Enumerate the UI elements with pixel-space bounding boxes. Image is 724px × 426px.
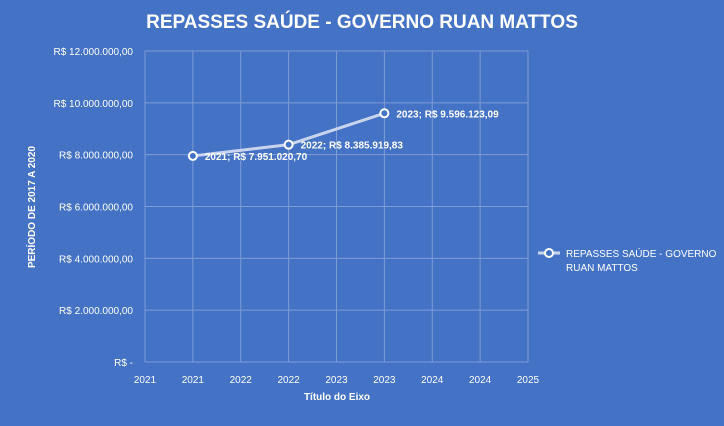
x-tick-label: 2024 — [469, 375, 492, 386]
legend-label-line-2: RUAN MATTOS — [566, 263, 638, 274]
x-axis: 2021 2021 2022 2022 2023 2023 2024 2024 2025 — [134, 375, 540, 386]
data-label: 2023; R$ 9.596.123,09 — [396, 109, 499, 120]
data-label: 2021; R$ 7.951.020,70 — [205, 152, 308, 163]
y-tick-label: R$ 10.000.000,00 — [53, 99, 133, 110]
y-tick-label: R$ 4.000.000,00 — [59, 254, 133, 265]
y-tick-label: R$ 6.000.000,00 — [59, 203, 133, 214]
chart-title: REPASSES SAÚDE - GOVERNO RUAN MATTOS — [146, 11, 578, 33]
data-point — [187, 150, 198, 161]
y-tick-label: R$ - — [114, 358, 133, 369]
x-tick-label: 2023 — [325, 375, 348, 386]
x-tick-label: 2022 — [230, 375, 253, 386]
y-tick-label: R$ 2.000.000,00 — [59, 306, 133, 317]
x-tick-label: 2025 — [517, 375, 540, 386]
x-axis-title: Título do Eixo — [304, 392, 370, 403]
series-layer — [187, 108, 390, 161]
data-point — [283, 139, 294, 150]
y-axis-title: PERÍODO DE 2017 A 2020 — [25, 146, 38, 269]
y-tick-label: R$ 12.000.000,00 — [53, 47, 133, 58]
x-tick-label: 2023 — [373, 375, 396, 386]
gridlines — [144, 50, 529, 363]
x-tick-label: 2021 — [182, 375, 205, 386]
x-tick-label: 2024 — [421, 375, 444, 386]
y-axis: R$ - R$ 2.000.000,00 R$ 4.000.000,00 R$ 6.0… — [53, 47, 133, 369]
data-point — [379, 108, 390, 119]
data-label: 2022; R$ 8.385.919,83 — [301, 141, 404, 152]
legend-label-line-1: REPASSES SAÚDE - GOVERNO — [566, 247, 717, 260]
y-tick-label: R$ 8.000.000,00 — [59, 151, 133, 162]
x-tick-label: 2022 — [278, 375, 301, 386]
legend-marker — [544, 248, 554, 258]
legend: REPASSES SAÚDE - GOVERNO RUAN MATTOS — [538, 247, 717, 274]
x-tick-label: 2021 — [134, 375, 157, 386]
